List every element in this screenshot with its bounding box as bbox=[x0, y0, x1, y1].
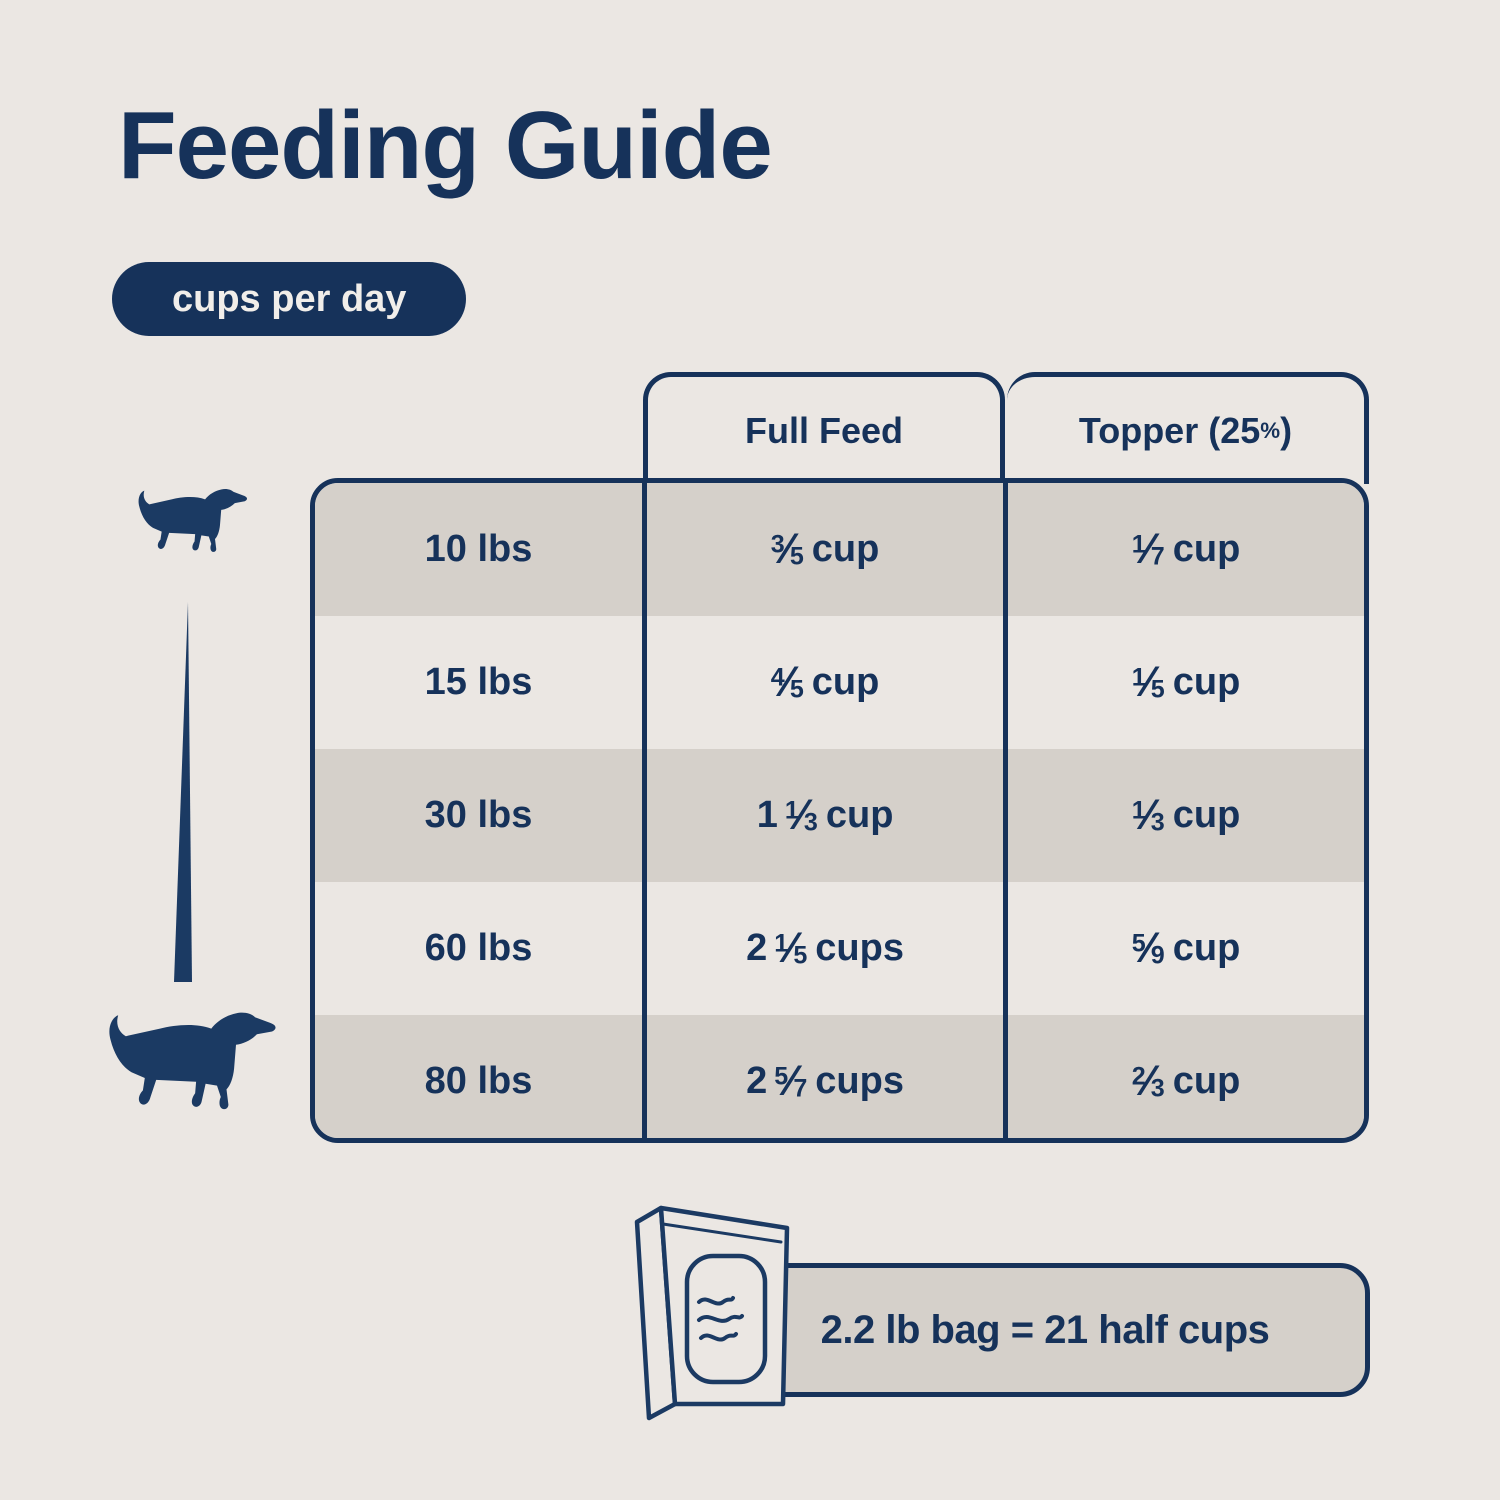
fraction-full-feed: 1⁄3 bbox=[784, 791, 818, 839]
fraction-topper: 5⁄9 bbox=[1131, 924, 1165, 972]
page-title: Feeding Guide bbox=[118, 92, 773, 199]
size-gradient-wedge-icon bbox=[174, 602, 192, 982]
bag-yield-text: 2.2 lb bag = 21 half cups bbox=[820, 1307, 1270, 1352]
whole-number: 2 bbox=[746, 927, 768, 969]
dog-size-scale bbox=[78, 482, 298, 1132]
dog-size-scale-svg bbox=[109, 488, 276, 1110]
fraction-topper: 1⁄3 bbox=[1131, 791, 1165, 839]
topper-paren-close: ) bbox=[1280, 409, 1293, 451]
fraction-topper: 1⁄7 bbox=[1131, 525, 1165, 573]
food-bag-icon bbox=[615, 1198, 835, 1443]
whole-number: 1 bbox=[756, 794, 778, 836]
unit-label: cups bbox=[815, 927, 904, 969]
percent-superscript: % bbox=[1260, 417, 1281, 443]
cell-topper: 1⁄5 cup bbox=[1003, 616, 1364, 749]
cell-weight: 10 lbs bbox=[424, 528, 533, 570]
fraction-full-feed: 5⁄7 bbox=[774, 1057, 807, 1105]
cell-full-feed: 3⁄5 cup bbox=[642, 483, 1003, 616]
food-bag-svg bbox=[634, 1205, 790, 1421]
table-row: 30 lbs 1 1⁄3 cup 1⁄3 cup bbox=[315, 749, 1364, 882]
large-dog-icon bbox=[109, 1012, 276, 1110]
cell-full-feed: 1 1⁄3 cup bbox=[642, 749, 1003, 882]
unit-label: cup bbox=[1172, 661, 1241, 703]
cell-weight: 60 lbs bbox=[424, 927, 533, 969]
cell-full-feed: 2 5⁄7 cups bbox=[642, 1015, 1003, 1138]
fraction-topper: 1⁄5 bbox=[1131, 658, 1165, 706]
cell-weight: 30 lbs bbox=[424, 794, 533, 836]
column-header-topper-label: Topper (25 bbox=[1078, 409, 1261, 451]
table-row: 10 lbs 3⁄5 cup 1⁄7 cup bbox=[315, 483, 1364, 616]
cups-per-day-badge: cups per day bbox=[112, 262, 467, 336]
column-header-topper: Topper (25%) bbox=[1007, 372, 1369, 484]
fraction-full-feed: 4⁄5 bbox=[770, 658, 804, 706]
unit-label: cup bbox=[825, 794, 894, 836]
fraction-full-feed: 1⁄5 bbox=[774, 924, 807, 972]
column-header-full-feed: Full Feed bbox=[643, 372, 1005, 484]
unit-label: cups bbox=[815, 1060, 904, 1102]
unit-label: cup bbox=[811, 661, 880, 703]
cell-topper: 1⁄7 cup bbox=[1003, 483, 1364, 616]
column-header-full-feed-label: Full Feed bbox=[744, 409, 903, 451]
fraction-topper: 2⁄3 bbox=[1131, 1057, 1165, 1105]
table-row: 15 lbs 4⁄5 cup 1⁄5 cup bbox=[315, 616, 1364, 749]
badge-label: cups per day bbox=[172, 277, 407, 320]
cell-full-feed: 4⁄5 cup bbox=[642, 616, 1003, 749]
table-row: 60 lbs 2 1⁄5 cups 5⁄9 cup bbox=[315, 882, 1364, 1015]
unit-label: cup bbox=[1172, 528, 1241, 570]
unit-label: cup bbox=[1172, 794, 1241, 836]
feeding-table: 10 lbs 3⁄5 cup 1⁄7 cup 15 lbs 4⁄5 cup 1⁄5 cu… bbox=[310, 478, 1369, 1143]
cell-weight: 80 lbs bbox=[424, 1060, 533, 1102]
bag-yield-banner: 2.2 lb bag = 21 half cups bbox=[720, 1263, 1370, 1397]
cell-weight: 15 lbs bbox=[424, 661, 533, 703]
small-dog-icon bbox=[138, 488, 248, 552]
cell-full-feed: 2 1⁄5 cups bbox=[642, 882, 1003, 1015]
unit-label: cup bbox=[811, 528, 880, 570]
cell-topper: 5⁄9 cup bbox=[1003, 882, 1364, 1015]
whole-number: 2 bbox=[746, 1060, 768, 1102]
table-row: 80 lbs 2 5⁄7 cups 2⁄3 cup bbox=[315, 1015, 1364, 1138]
cell-topper: 1⁄3 cup bbox=[1003, 749, 1364, 882]
fraction-full-feed: 3⁄5 bbox=[770, 525, 804, 573]
unit-label: cup bbox=[1172, 927, 1241, 969]
cell-topper: 2⁄3 cup bbox=[1003, 1015, 1364, 1138]
unit-label: cup bbox=[1172, 1060, 1241, 1102]
